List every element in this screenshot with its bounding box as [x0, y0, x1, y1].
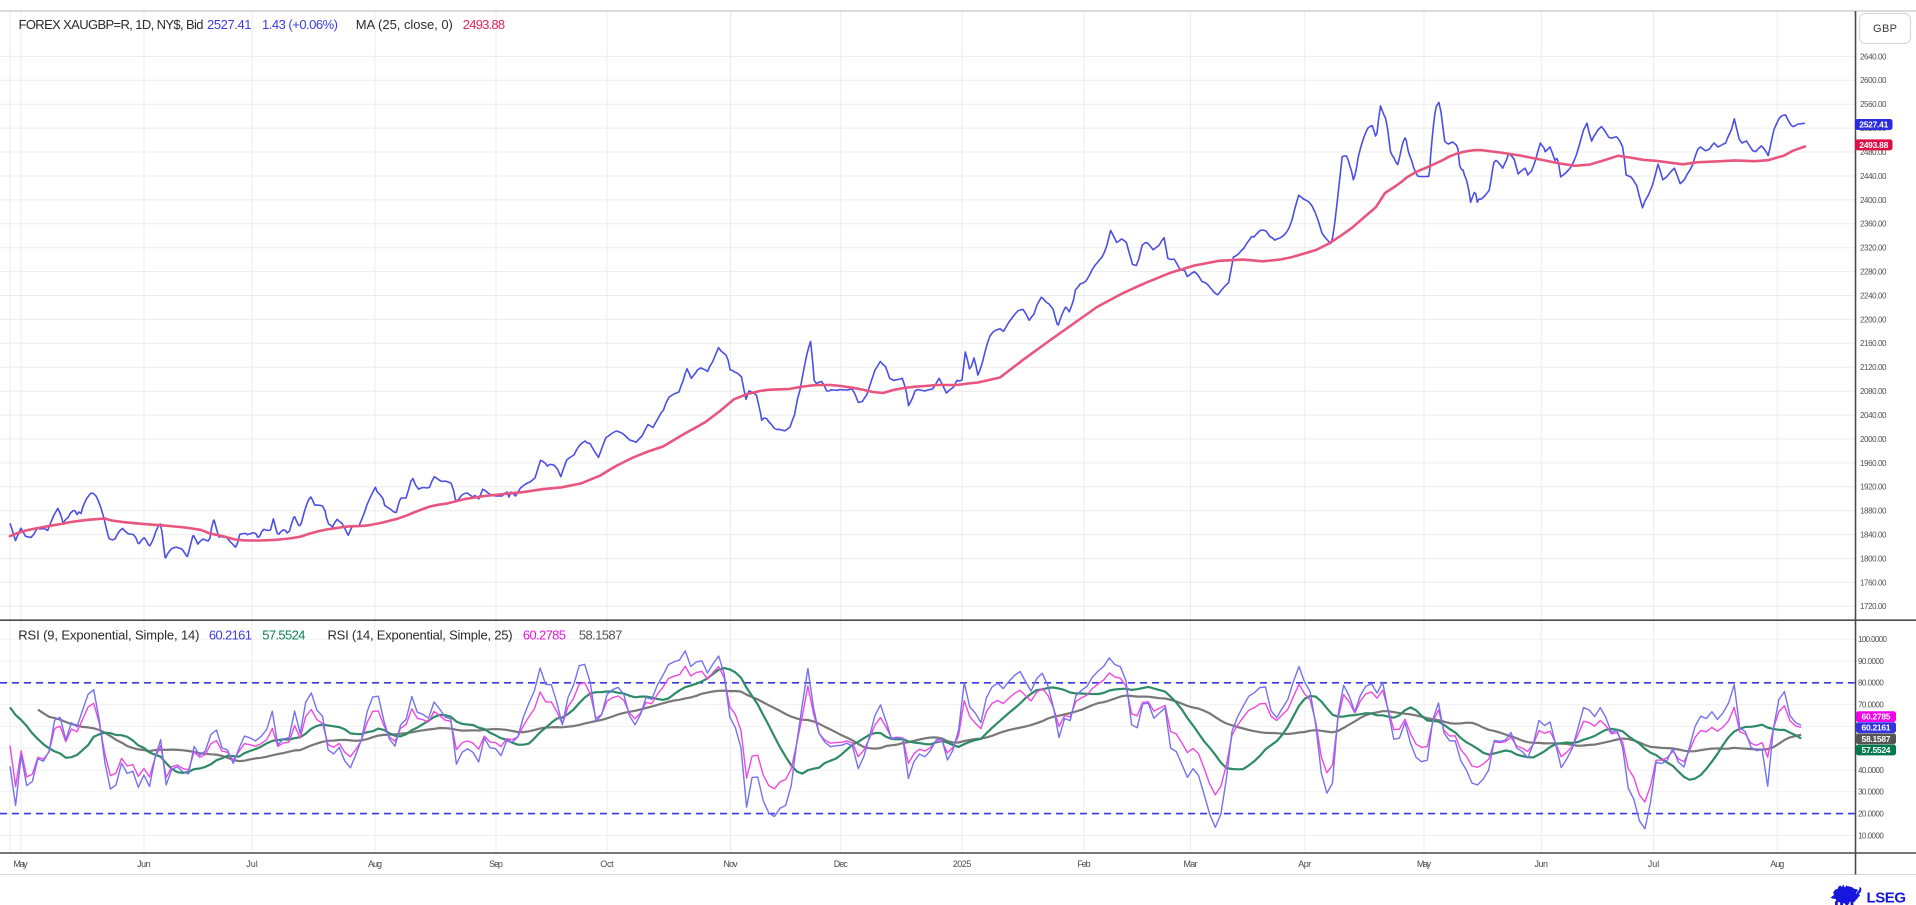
svg-text:10.0000: 10.0000: [1858, 831, 1884, 840]
svg-text:2000.00: 2000.00: [1860, 435, 1887, 444]
svg-text:90.0000: 90.0000: [1858, 657, 1884, 666]
svg-text:2400.00: 2400.00: [1860, 196, 1887, 205]
svg-text:Apr: Apr: [1298, 859, 1311, 869]
svg-text:100.0000: 100.0000: [1858, 635, 1888, 644]
svg-text:70.0000: 70.0000: [1858, 701, 1884, 710]
svg-text:1.43 (+0.06%): 1.43 (+0.06%): [262, 17, 338, 32]
svg-text:2280.00: 2280.00: [1860, 268, 1887, 277]
svg-text:60.2161: 60.2161: [209, 628, 252, 643]
svg-text:2040.00: 2040.00: [1860, 411, 1887, 420]
svg-text:Jul: Jul: [1648, 859, 1660, 869]
svg-text:2080.00: 2080.00: [1860, 387, 1887, 396]
svg-text:Mar: Mar: [1184, 859, 1198, 869]
svg-text:1880.00: 1880.00: [1860, 507, 1887, 516]
svg-text:2200.00: 2200.00: [1860, 315, 1887, 324]
svg-text:58.1587: 58.1587: [1862, 734, 1891, 744]
svg-text:1800.00: 1800.00: [1860, 554, 1887, 563]
svg-text:1960.00: 1960.00: [1860, 459, 1887, 468]
svg-text:60.2161: 60.2161: [1862, 723, 1891, 733]
svg-text:58.1587: 58.1587: [579, 628, 622, 643]
svg-text:2160.00: 2160.00: [1860, 339, 1887, 348]
svg-text:2527.41: 2527.41: [1859, 120, 1888, 130]
svg-text:2493.88: 2493.88: [1859, 140, 1888, 150]
svg-text:57.5524: 57.5524: [262, 628, 305, 643]
svg-text:40.0000: 40.0000: [1858, 766, 1884, 775]
svg-text:Sep: Sep: [489, 859, 503, 869]
svg-text:2025: 2025: [953, 859, 972, 869]
svg-text:1720.00: 1720.00: [1860, 602, 1887, 611]
svg-text:Aug: Aug: [368, 859, 382, 869]
svg-text:RSI (9, Exponential, Simple, 1: RSI (9, Exponential, Simple, 14): [18, 628, 199, 643]
svg-text:Feb: Feb: [1077, 859, 1090, 869]
svg-text:2600.00: 2600.00: [1860, 76, 1887, 85]
svg-text:1840.00: 1840.00: [1860, 531, 1887, 540]
svg-text:2480.00: 2480.00: [1860, 148, 1887, 157]
svg-text:2240.00: 2240.00: [1860, 291, 1887, 300]
svg-text:60.2785: 60.2785: [523, 628, 566, 643]
svg-text:2640.00: 2640.00: [1860, 52, 1887, 61]
svg-text:Nov: Nov: [723, 859, 738, 869]
svg-text:80.0000: 80.0000: [1858, 679, 1884, 688]
svg-text:2440.00: 2440.00: [1860, 172, 1887, 181]
svg-text:MA (25, close, 0): MA (25, close, 0): [356, 17, 453, 32]
svg-text:RSI (14, Exponential, Simple,: RSI (14, Exponential, Simple, 25): [328, 628, 513, 643]
svg-text:57.5524: 57.5524: [1862, 745, 1891, 755]
svg-text:2120.00: 2120.00: [1860, 363, 1887, 372]
svg-text:Jul: Jul: [246, 859, 258, 869]
svg-text:60.2785: 60.2785: [1862, 712, 1891, 722]
svg-text:20.0000: 20.0000: [1858, 810, 1884, 819]
svg-text:Oct: Oct: [600, 859, 614, 869]
svg-text:May: May: [13, 859, 28, 869]
svg-text:2493.88: 2493.88: [463, 17, 505, 32]
svg-text:GBP: GBP: [1873, 23, 1897, 35]
svg-text:30.0000: 30.0000: [1858, 788, 1884, 797]
svg-text:Aug: Aug: [1770, 859, 1784, 869]
svg-text:2360.00: 2360.00: [1860, 220, 1887, 229]
svg-text:Jun: Jun: [137, 859, 151, 869]
svg-text:May: May: [1417, 859, 1432, 869]
svg-text:Jun: Jun: [1535, 859, 1549, 869]
svg-text:2527.41: 2527.41: [207, 17, 252, 32]
svg-text:Dec: Dec: [834, 859, 849, 869]
svg-text:1760.00: 1760.00: [1860, 578, 1887, 587]
svg-text:LSEG: LSEG: [1867, 890, 1907, 905]
svg-text:1920.00: 1920.00: [1860, 483, 1887, 492]
svg-text:2560.00: 2560.00: [1860, 100, 1887, 109]
svg-text:FOREX XAUGBP=R, 1D, NY$, Bid: FOREX XAUGBP=R, 1D, NY$, Bid: [19, 17, 204, 32]
svg-text:2320.00: 2320.00: [1860, 244, 1887, 253]
